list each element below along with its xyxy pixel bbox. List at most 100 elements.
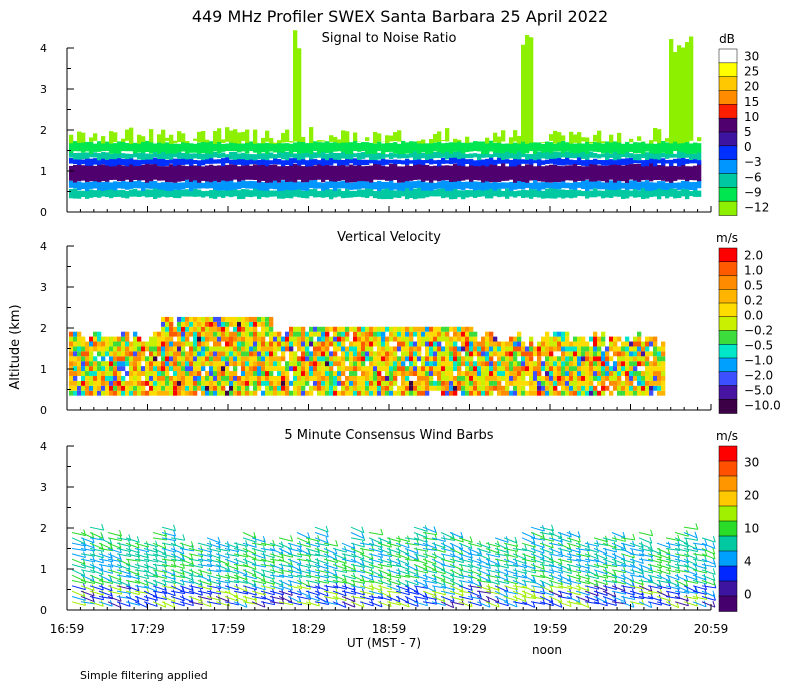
velocity-cell xyxy=(269,371,274,376)
wind-barb xyxy=(530,553,545,560)
velocity-cell xyxy=(549,346,554,352)
colorbar: m/s2.01.00.50.20.0−0.2−0.5−1.0−2.0−5.0−1… xyxy=(716,231,781,414)
velocity-cell xyxy=(465,356,470,362)
snr-cell xyxy=(353,165,358,183)
wind-barb-feather xyxy=(514,536,518,544)
wind-barb-feather xyxy=(227,545,231,552)
snr-cell xyxy=(377,152,382,160)
velocity-cell xyxy=(193,346,198,352)
snr-cell xyxy=(149,154,154,160)
velocity-cell xyxy=(329,375,334,381)
snr-cell xyxy=(597,159,602,165)
velocity-cell xyxy=(385,361,390,367)
snr-cell xyxy=(685,153,690,158)
snr-cell xyxy=(261,141,266,153)
velocity-cell xyxy=(301,356,306,362)
snr-cell xyxy=(121,158,126,166)
snr-cell xyxy=(369,142,374,154)
snr-cell xyxy=(281,180,286,191)
velocity-cell xyxy=(353,331,358,337)
snr-cell xyxy=(69,189,74,199)
velocity-cell xyxy=(481,371,486,376)
velocity-cell xyxy=(373,341,378,347)
wind-barb xyxy=(539,553,553,561)
velocity-cell xyxy=(249,341,254,347)
wind-barb xyxy=(188,580,203,586)
wind-barb-feather xyxy=(703,600,707,607)
wind-barb xyxy=(134,548,149,553)
velocity-cell xyxy=(109,356,114,362)
wind-barb xyxy=(602,590,616,598)
wind-barb xyxy=(593,569,608,575)
wind-barb-feather xyxy=(604,558,608,565)
wind-barb xyxy=(125,579,140,584)
velocity-cell xyxy=(605,351,610,357)
wind-barb xyxy=(206,590,221,595)
wind-barb-feather xyxy=(650,550,654,558)
wind-barb-feather xyxy=(659,572,663,579)
snr-cell xyxy=(677,158,682,167)
velocity-cell xyxy=(369,390,374,396)
wind-barb-feather xyxy=(173,529,177,537)
wind-barb xyxy=(449,548,463,555)
snr-cell xyxy=(245,141,250,154)
noon-label: noon xyxy=(532,643,562,657)
velocity-cell xyxy=(133,385,138,391)
snr-cell xyxy=(585,157,590,167)
snr-cell xyxy=(161,143,166,153)
wind-barb-feather xyxy=(235,590,239,598)
wind-barb xyxy=(152,532,167,537)
velocity-cell xyxy=(89,390,94,396)
velocity-cell xyxy=(201,351,206,357)
velocity-cell xyxy=(165,390,170,396)
snr-cell xyxy=(413,151,418,160)
wind-barb xyxy=(665,558,680,563)
snr-cell xyxy=(589,180,594,190)
velocity-cell xyxy=(449,346,454,352)
wind-barb xyxy=(242,537,257,543)
velocity-cell xyxy=(545,375,550,381)
velocity-cell xyxy=(609,375,614,381)
velocity-cell xyxy=(549,390,554,396)
velocity-cell xyxy=(149,375,154,381)
snr-cell xyxy=(577,152,582,158)
velocity-cell xyxy=(305,366,310,372)
wind-barb xyxy=(152,595,167,600)
wind-barb xyxy=(305,553,320,557)
snr-cell xyxy=(329,142,334,153)
wind-barb xyxy=(269,580,284,587)
colorbar-swatch xyxy=(718,76,738,92)
snr-cell xyxy=(145,181,150,189)
wind-barb xyxy=(188,596,203,602)
snr-cell xyxy=(293,142,298,153)
wind-barb-feather xyxy=(316,599,320,607)
velocity-cell xyxy=(257,375,262,381)
wind-barb xyxy=(467,553,482,557)
velocity-cell xyxy=(445,371,450,376)
wind-barb xyxy=(422,537,437,541)
velocity-cell xyxy=(657,380,662,386)
snr-cell xyxy=(689,159,694,164)
velocity-cell xyxy=(637,361,642,367)
wind-barb xyxy=(413,553,428,559)
wind-barb xyxy=(611,558,626,565)
velocity-cell xyxy=(437,346,442,352)
velocity-cell xyxy=(329,390,334,396)
velocity-cell xyxy=(141,371,146,376)
velocity-cell xyxy=(153,346,158,352)
wind-barb-feather xyxy=(541,552,545,560)
snr-cell xyxy=(121,165,126,181)
snr-cell xyxy=(409,189,414,199)
velocity-cell xyxy=(501,346,506,352)
wind-barb xyxy=(350,585,365,589)
velocity-cell xyxy=(165,341,170,347)
velocity-cell xyxy=(73,366,78,372)
velocity-cell xyxy=(109,341,114,347)
snr-cell xyxy=(329,152,334,159)
velocity-cell xyxy=(529,385,534,391)
snr-cell xyxy=(265,163,270,183)
snr-cell xyxy=(537,182,542,191)
snr-cell xyxy=(521,189,526,199)
wind-barb xyxy=(557,569,572,575)
snr-cell xyxy=(281,151,286,160)
